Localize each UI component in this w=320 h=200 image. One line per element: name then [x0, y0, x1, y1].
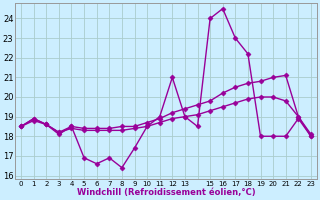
X-axis label: Windchill (Refroidissement éolien,°C): Windchill (Refroidissement éolien,°C)	[77, 188, 255, 197]
